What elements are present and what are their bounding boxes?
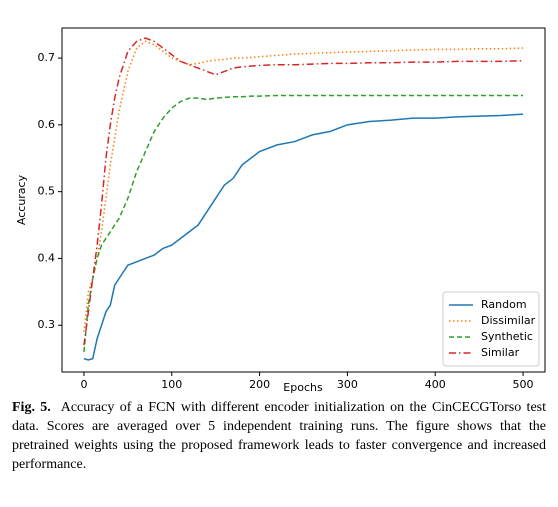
x-tick-label: 400 <box>425 378 446 391</box>
caption: Fig. 5. Accuracy of a FCN with different… <box>12 398 546 474</box>
y-tick-label: 0.7 <box>38 51 56 64</box>
y-tick-label: 0.4 <box>38 251 56 264</box>
legend-label: Random <box>481 298 527 311</box>
x-tick-label: 200 <box>249 378 270 391</box>
series-line <box>83 94 524 353</box>
y-tick-label: 0.6 <box>38 118 56 131</box>
series-line <box>83 113 524 361</box>
plot-frame <box>61 27 546 373</box>
x-tick-label: 0 <box>80 378 87 391</box>
x-tick-label: 500 <box>513 378 534 391</box>
legend-label: Dissimilar <box>481 314 536 327</box>
x-tick-label: 100 <box>161 378 182 391</box>
legend-label: Synthetic <box>481 330 533 343</box>
y-axis-label: Accuracy <box>15 174 28 225</box>
y-tick-label: 0.5 <box>38 185 56 198</box>
series-line <box>83 40 524 333</box>
series-line <box>83 37 524 346</box>
caption-text: Accuracy of a FCN with different encoder… <box>12 400 546 472</box>
caption-label: Fig. 5. <box>12 400 51 415</box>
y-tick-label: 0.3 <box>38 318 56 331</box>
x-tick-label: 300 <box>337 378 358 391</box>
legend-label: Similar <box>481 346 520 359</box>
x-axis-label: Epochs <box>283 381 323 394</box>
legend-box <box>442 291 540 367</box>
chart: Epochs Accuracy 0 100 200 300 400 500 0.3 0.4 0.… <box>15 27 546 394</box>
